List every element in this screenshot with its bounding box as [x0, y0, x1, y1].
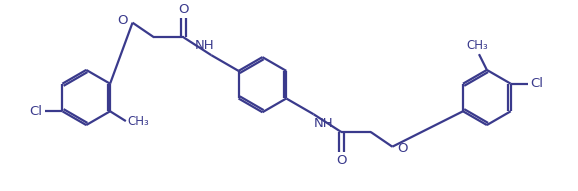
Text: NH: NH [314, 117, 333, 130]
Text: O: O [179, 3, 189, 16]
Text: NH: NH [195, 39, 214, 52]
Text: Cl: Cl [531, 77, 543, 90]
Text: CH₃: CH₃ [466, 39, 488, 52]
Text: O: O [397, 142, 407, 155]
Text: O: O [336, 154, 346, 167]
Text: Cl: Cl [29, 105, 43, 118]
Text: CH₃: CH₃ [128, 115, 150, 128]
Text: O: O [117, 14, 128, 27]
